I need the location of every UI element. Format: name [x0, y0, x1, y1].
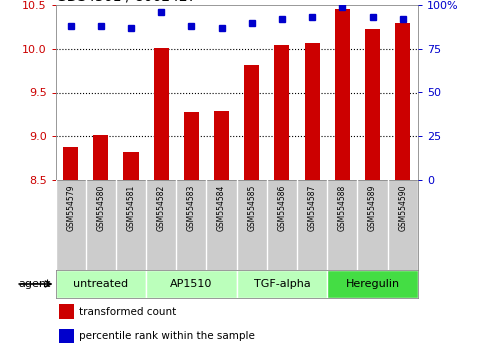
Text: GSM554581: GSM554581	[127, 184, 136, 231]
Text: AP1510: AP1510	[170, 279, 213, 289]
Text: GSM554587: GSM554587	[308, 184, 317, 231]
Text: GSM554590: GSM554590	[398, 184, 407, 231]
Bar	[335, 9, 350, 180]
Bar	[395, 23, 410, 180]
Bar	[274, 45, 289, 180]
Text: GSM554589: GSM554589	[368, 184, 377, 231]
Text: untreated: untreated	[73, 279, 128, 289]
Bar	[237, 270, 327, 298]
Bar	[184, 112, 199, 180]
Bar	[93, 135, 108, 180]
Text: GSM554585: GSM554585	[247, 184, 256, 231]
Bar	[124, 152, 139, 180]
Bar	[59, 329, 73, 343]
Bar	[59, 304, 73, 319]
Text: GSM554580: GSM554580	[96, 184, 105, 231]
Bar	[146, 270, 237, 298]
Text: GSM554579: GSM554579	[66, 184, 75, 231]
Bar	[244, 64, 259, 180]
Text: GSM554586: GSM554586	[277, 184, 286, 231]
Bar	[365, 29, 380, 180]
Text: TGF-alpha: TGF-alpha	[254, 279, 310, 289]
Bar	[327, 270, 418, 298]
Bar	[214, 111, 229, 180]
Text: GSM554583: GSM554583	[187, 184, 196, 231]
Bar	[63, 147, 78, 180]
Text: GSM554584: GSM554584	[217, 184, 226, 231]
Bar	[154, 48, 169, 180]
Text: GDS4361 / 8062427: GDS4361 / 8062427	[56, 0, 196, 4]
Text: agent: agent	[18, 279, 51, 289]
Text: transformed count: transformed count	[79, 307, 176, 316]
Text: GSM554582: GSM554582	[156, 184, 166, 231]
Text: Heregulin: Heregulin	[345, 279, 399, 289]
Bar	[305, 42, 320, 180]
Text: percentile rank within the sample: percentile rank within the sample	[79, 331, 255, 341]
Text: GSM554588: GSM554588	[338, 184, 347, 231]
Bar	[56, 270, 146, 298]
